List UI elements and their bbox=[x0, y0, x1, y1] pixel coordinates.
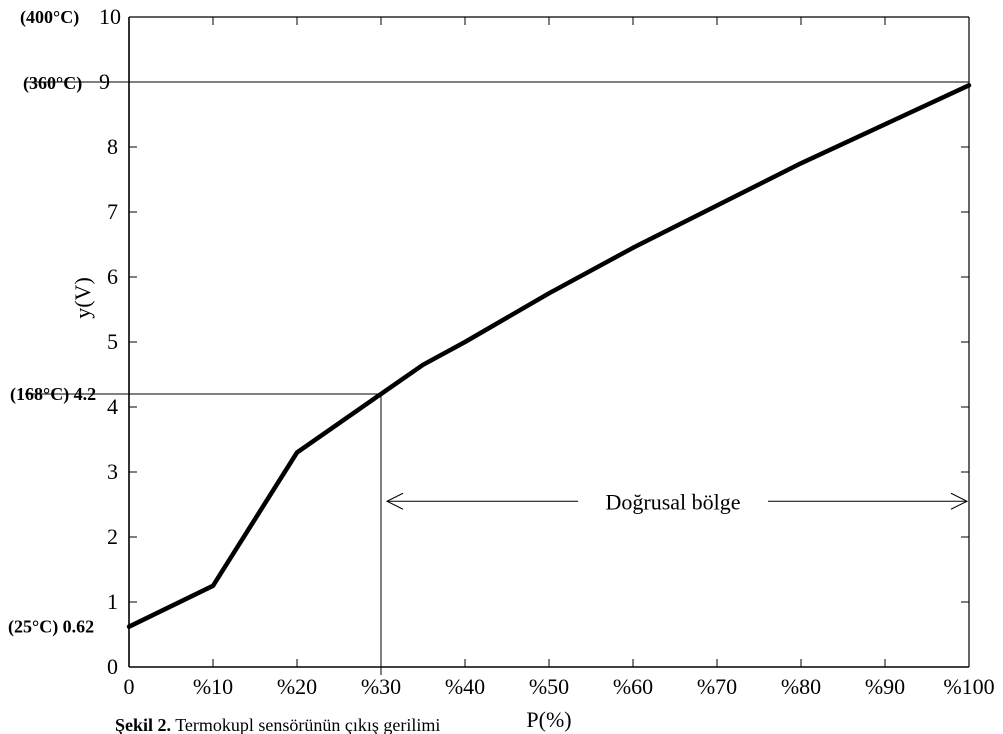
series-group bbox=[126, 83, 972, 629]
y-tick-label: 5 bbox=[107, 329, 118, 354]
y-tick-label: 7 bbox=[107, 199, 118, 224]
x-tick-label: %20 bbox=[277, 674, 317, 699]
annotations: (400°C) (360°C) (168°C) 4.2 (25°C) 0.62 bbox=[8, 7, 969, 675]
x-tick-label: %70 bbox=[697, 674, 737, 699]
y-tick-label: 8 bbox=[107, 134, 118, 159]
y-axis-title: y(V) bbox=[70, 277, 95, 319]
y-tick-label: 0 bbox=[107, 654, 118, 679]
caption-bold: Şekil 2. bbox=[115, 715, 171, 734]
temperature-marker-label: (400°C) bbox=[20, 7, 79, 28]
x-tick-label: %40 bbox=[445, 674, 485, 699]
figure-caption: Şekil 2. Termokupl sensörünün çıkış geri… bbox=[115, 715, 440, 734]
x-tick-label: %60 bbox=[613, 674, 653, 699]
region-annotation: Doğrusal bölge bbox=[385, 489, 969, 514]
arrowhead-right bbox=[950, 492, 969, 510]
y-tick-label: 6 bbox=[107, 264, 118, 289]
x-ticks: 0 %10 %20 %30 %40 %50 %60 %70 %80 %90 %100 bbox=[124, 17, 995, 699]
arrowhead-left bbox=[385, 492, 404, 510]
region-label: Doğrusal bölge bbox=[605, 489, 740, 514]
x-tick-label: %10 bbox=[193, 674, 233, 699]
y-tick-label: 1 bbox=[107, 589, 118, 614]
temperature-marker-label: (25°C) 0.62 bbox=[8, 617, 94, 638]
caption-text: Termokupl sensörünün çıkış gerilimi bbox=[171, 715, 440, 734]
axes-group bbox=[128, 16, 970, 668]
series-line bbox=[126, 83, 972, 629]
x-tick-label: %90 bbox=[865, 674, 905, 699]
y-tick-label: 4 bbox=[107, 394, 118, 419]
x-tick-label: %30 bbox=[361, 674, 401, 699]
y-tick-label: 10 bbox=[99, 4, 121, 29]
temperature-marker-label: (168°C) 4.2 bbox=[10, 384, 96, 405]
x-tick-label: 0 bbox=[124, 674, 135, 699]
x-axis-title: P(%) bbox=[526, 707, 571, 732]
x-tick-label: %80 bbox=[781, 674, 821, 699]
temperature-marker-label: (360°C) bbox=[23, 73, 82, 94]
x-tick-label: %100 bbox=[943, 674, 994, 699]
y-tick-label: 3 bbox=[107, 459, 118, 484]
x-tick-label: %50 bbox=[529, 674, 569, 699]
y-tick-label: 2 bbox=[107, 524, 118, 549]
